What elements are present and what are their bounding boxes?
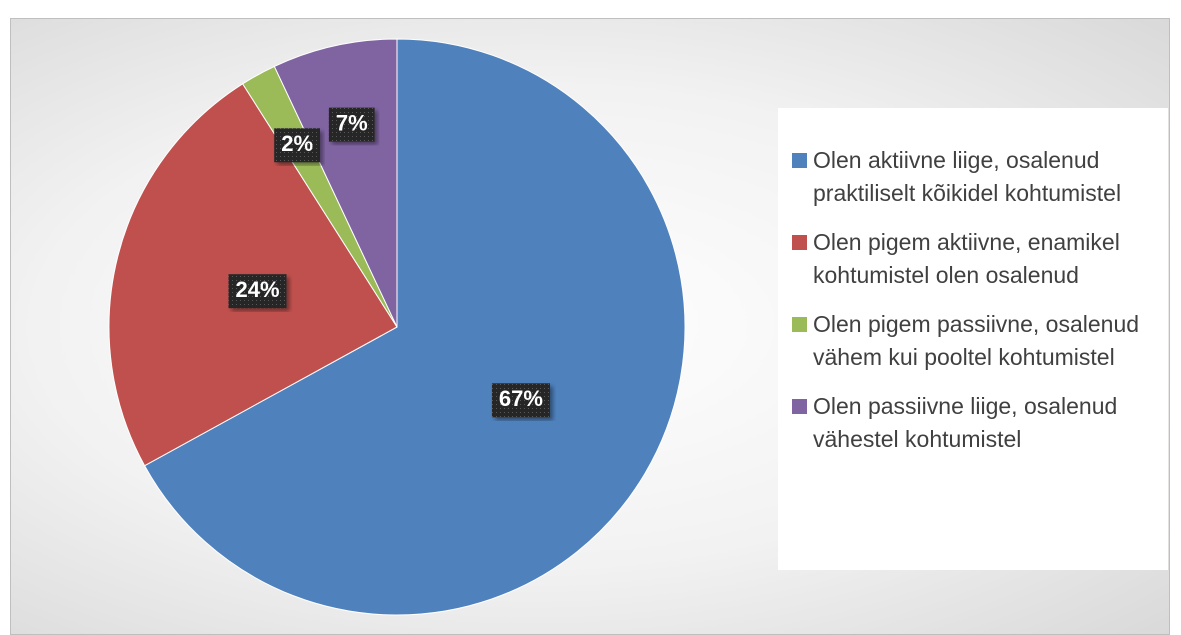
legend-swatch [792, 235, 807, 250]
data-label-box [328, 107, 375, 142]
pie-slice [143, 38, 686, 616]
legend-item: Olen pigem passiivne, osalenud vähem kui… [792, 308, 1158, 374]
legend-item: Olen passiivne liige, osalenud vähestel … [792, 390, 1158, 456]
data-label-text: 24% [236, 277, 280, 302]
legend: Olen aktiivne liige, osalenud praktilise… [778, 108, 1168, 570]
legend-label: Olen pigem aktiivne, enamikel kohtumiste… [813, 229, 1120, 288]
data-label-text: 67% [499, 386, 543, 411]
data-label-text: 2% [281, 131, 313, 156]
legend-label: Olen aktiivne liige, osalenud praktilise… [813, 147, 1122, 206]
data-label: 24% [228, 274, 287, 309]
data-label-box [491, 383, 550, 418]
data-label-box [228, 274, 287, 309]
data-label: 7% [328, 107, 375, 142]
legend-swatch [792, 317, 807, 332]
data-label-text: 7% [336, 110, 368, 135]
legend-item: Olen aktiivne liige, osalenud praktilise… [792, 144, 1158, 210]
legend-label: Olen pigem passiivne, osalenud vähem kui… [813, 311, 1140, 370]
data-label: 2% [274, 128, 321, 163]
legend-swatch [792, 153, 807, 168]
data-label: 67% [491, 383, 550, 418]
data-label-box [274, 128, 321, 163]
legend-item: Olen pigem aktiivne, enamikel kohtumiste… [792, 226, 1158, 292]
legend-swatch [792, 399, 807, 414]
legend-label: Olen passiivne liige, osalenud vähestel … [813, 393, 1118, 452]
